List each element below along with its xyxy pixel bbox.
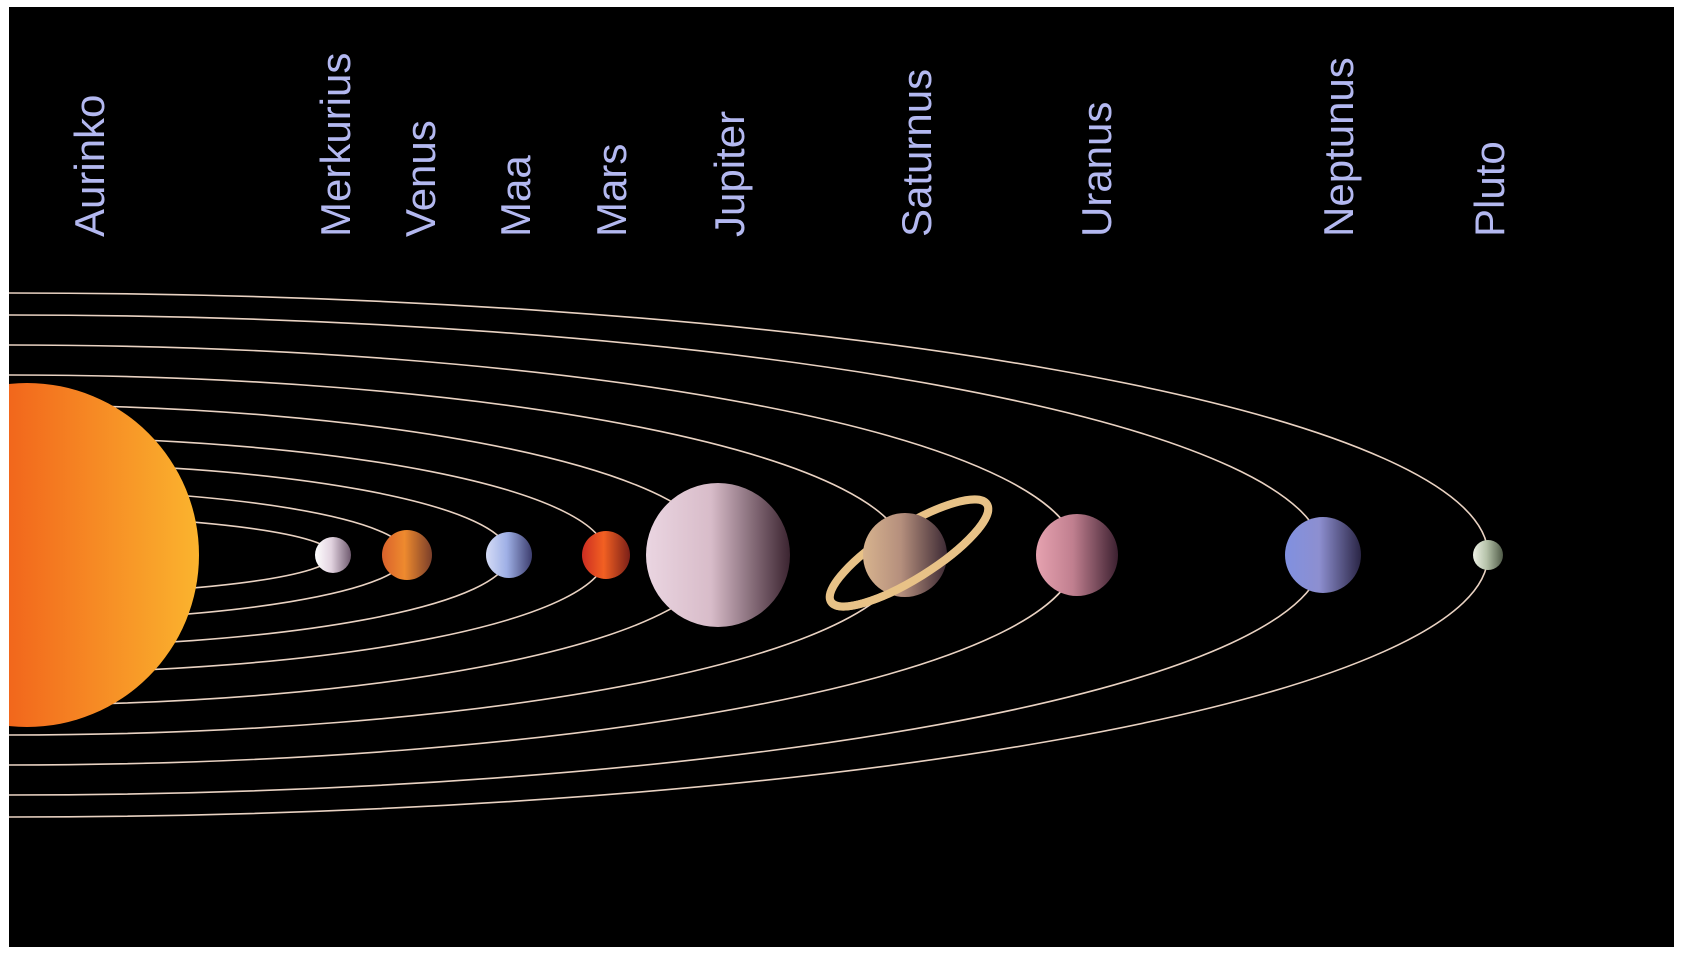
planet-sun xyxy=(9,383,199,727)
bodies-group xyxy=(9,383,1503,727)
label-mercury: Merkurius xyxy=(312,53,359,237)
planet-neptune xyxy=(1285,517,1361,593)
diagram-canvas: Aurinko Merkurius Venus Maa Mars Jupiter Satur… xyxy=(9,7,1674,947)
labels-group: Aurinko Merkurius Venus Maa Mars Jupiter Satur… xyxy=(66,53,1513,237)
planet-earth xyxy=(486,532,532,578)
label-uranus: Uranus xyxy=(1073,102,1120,237)
label-venus: Venus xyxy=(397,120,444,237)
label-mars: Mars xyxy=(588,144,635,237)
planet-mercury xyxy=(315,537,351,573)
space-background xyxy=(9,7,1674,947)
label-sun: Aurinko xyxy=(66,95,113,237)
label-earth: Maa xyxy=(492,155,539,237)
planet-pluto xyxy=(1473,540,1503,570)
planet-venus xyxy=(382,530,432,580)
planet-uranus xyxy=(1036,514,1118,596)
planet-jupiter xyxy=(646,483,790,627)
label-neptune: Neptunus xyxy=(1315,57,1362,237)
label-saturn: Saturnus xyxy=(893,69,940,237)
label-pluto: Pluto xyxy=(1466,141,1513,237)
planet-mars xyxy=(582,531,630,579)
label-jupiter: Jupiter xyxy=(706,111,753,237)
